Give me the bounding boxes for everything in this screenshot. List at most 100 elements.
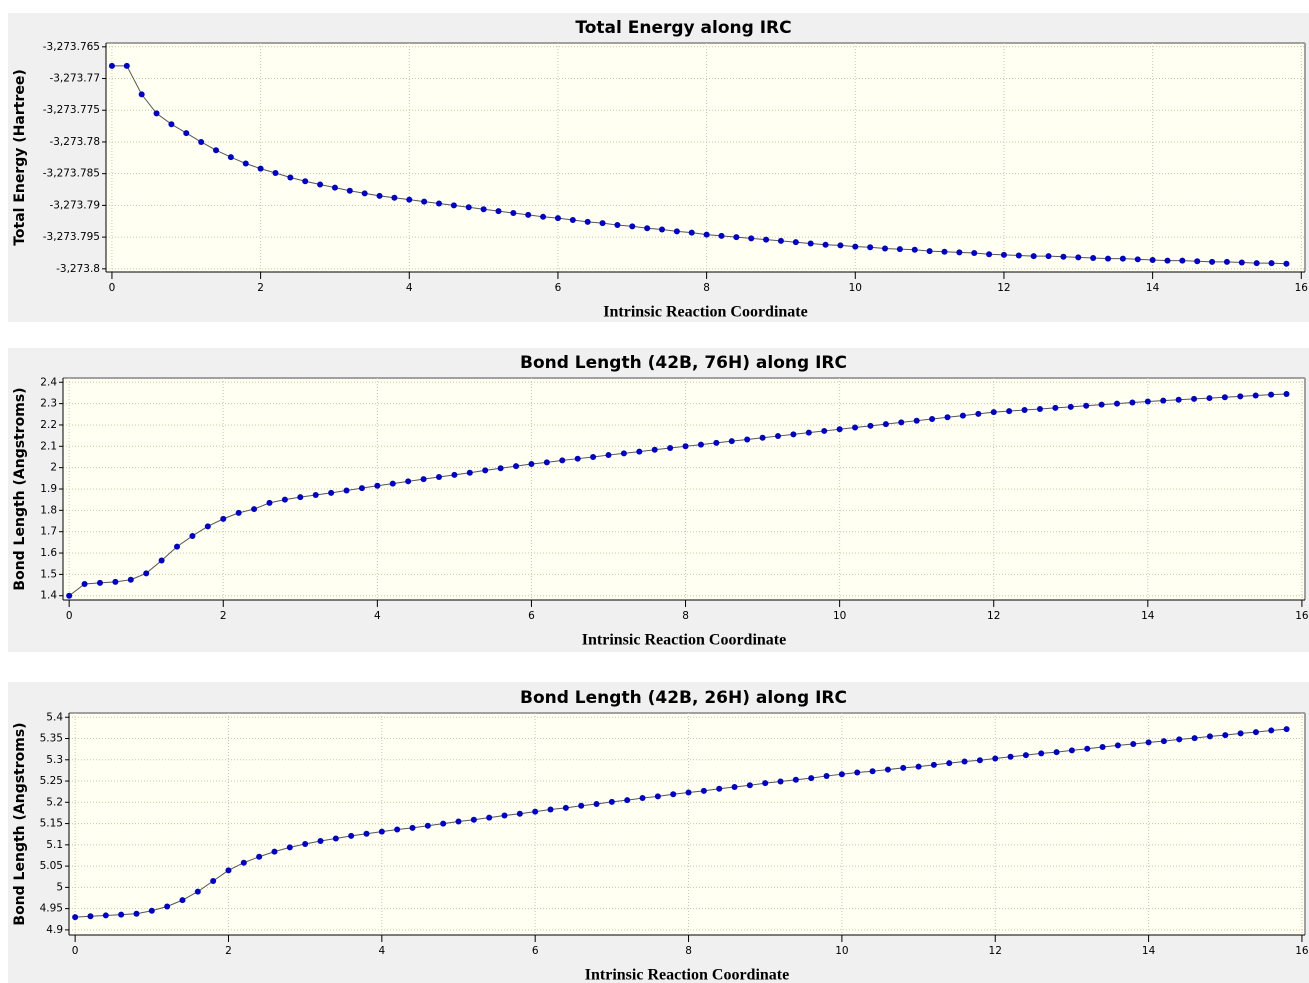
data-point — [532, 808, 539, 815]
data-point — [1191, 395, 1198, 402]
data-point — [210, 877, 217, 884]
data-point — [867, 422, 874, 429]
data-point — [1160, 397, 1167, 404]
y-tick-label: 5.1 — [46, 839, 63, 851]
data-point — [1268, 391, 1275, 398]
data-point — [808, 775, 815, 782]
data-point — [1067, 403, 1074, 410]
y-axis-label: Total Energy (Hartree) — [12, 69, 28, 246]
data-point — [168, 121, 175, 128]
data-point — [470, 816, 477, 823]
data-point — [451, 471, 458, 478]
data-point — [158, 557, 165, 564]
data-point — [405, 478, 412, 485]
x-tick-label: 4 — [378, 945, 385, 957]
data-point — [562, 804, 569, 811]
data-point — [941, 248, 948, 255]
data-point — [389, 480, 396, 487]
data-point — [1038, 750, 1045, 757]
data-point — [559, 457, 566, 464]
data-point — [854, 769, 861, 776]
data-point — [659, 226, 666, 233]
data-point — [636, 448, 643, 455]
y-tick-label: 2.1 — [40, 440, 57, 452]
data-point — [1052, 404, 1059, 411]
data-point — [992, 755, 999, 762]
data-point — [790, 431, 797, 438]
data-point — [1099, 744, 1106, 751]
y-tick-label: 5.3 — [46, 754, 63, 766]
data-point — [455, 818, 462, 825]
data-point — [821, 427, 828, 434]
y-tick-label: 1.9 — [40, 483, 57, 495]
y-tick-label: 2.2 — [40, 419, 57, 431]
data-point — [986, 251, 993, 258]
data-point — [836, 426, 843, 433]
data-point — [302, 178, 309, 185]
data-point — [1221, 394, 1228, 401]
data-point — [81, 580, 88, 587]
data-point — [673, 228, 680, 235]
data-point — [822, 241, 829, 248]
data-point — [343, 487, 350, 494]
x-tick-label: 6 — [528, 610, 535, 622]
data-point — [242, 160, 249, 167]
plot-area — [106, 43, 1305, 272]
y-tick-label: 2 — [50, 462, 57, 474]
data-point — [1075, 254, 1082, 261]
data-point — [1252, 729, 1259, 736]
data-point — [513, 463, 520, 470]
data-point — [482, 467, 489, 474]
data-point — [348, 832, 355, 839]
data-point — [685, 789, 692, 796]
y-tick-label: 1.6 — [40, 547, 57, 559]
y-tick-label: -3,273.765 — [43, 41, 100, 53]
data-point — [450, 202, 457, 209]
data-point — [1283, 260, 1290, 267]
x-tick-label: 10 — [835, 945, 848, 957]
data-point — [374, 482, 381, 489]
data-point — [358, 485, 365, 492]
x-tick-label: 0 — [66, 610, 73, 622]
data-point — [1114, 400, 1121, 407]
data-point — [654, 793, 661, 800]
data-point — [528, 461, 535, 468]
data-point — [762, 780, 769, 787]
data-point — [312, 491, 319, 498]
data-point — [777, 778, 784, 785]
data-point — [1253, 260, 1260, 267]
data-point — [599, 220, 606, 227]
y-tick-label: 4.95 — [40, 903, 63, 915]
x-tick-label: 14 — [1141, 610, 1155, 622]
data-point — [391, 194, 398, 201]
data-point — [1007, 753, 1014, 760]
data-point — [1119, 255, 1126, 262]
data-point — [667, 445, 674, 452]
data-point — [777, 237, 784, 244]
data-point — [466, 469, 473, 476]
data-point — [763, 236, 770, 243]
data-point — [898, 419, 905, 426]
data-point — [733, 234, 740, 241]
data-point — [1252, 392, 1259, 399]
y-tick-label: -3,273.8 — [56, 263, 100, 275]
data-point — [363, 830, 370, 837]
data-point — [123, 62, 130, 69]
data-point — [424, 822, 431, 829]
data-point — [516, 810, 523, 817]
x-tick-label: 4 — [374, 610, 381, 622]
data-point — [682, 443, 689, 450]
data-point — [608, 798, 615, 805]
data-point — [118, 911, 125, 918]
data-point — [728, 438, 735, 445]
x-tick-label: 6 — [532, 945, 539, 957]
data-point — [1194, 258, 1201, 265]
x-tick-label: 10 — [833, 610, 846, 622]
data-point — [578, 802, 585, 809]
data-point — [220, 515, 227, 522]
data-point — [346, 187, 353, 194]
data-point — [1084, 745, 1091, 752]
y-tick-label: 5.4 — [46, 711, 63, 723]
data-point — [590, 453, 597, 460]
chart-title: Bond Length (42B, 26H) along IRC — [520, 688, 847, 708]
